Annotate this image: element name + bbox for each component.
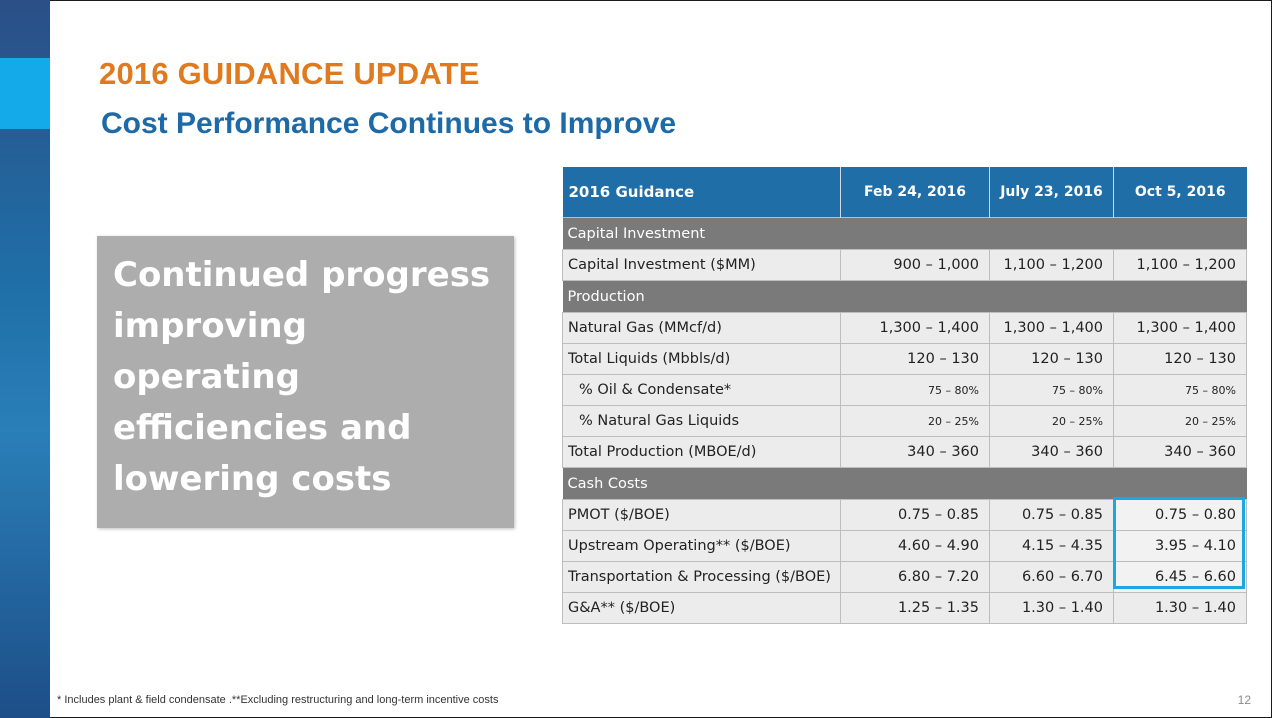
table-row: Upstream Operating** ($/BOE) 4.60 – 4.90… <box>562 530 1247 562</box>
section-label: Production <box>562 280 1247 313</box>
cell-july: 1,300 – 1,400 <box>989 312 1114 344</box>
table-row: Total Liquids (Mbbls/d) 120 – 130 120 – … <box>562 343 1247 375</box>
cell-feb: 340 – 360 <box>840 436 990 468</box>
row-label: Transportation & Processing ($/BOE) <box>562 561 841 593</box>
cell-oct-highlighted: 0.75 – 0.80 <box>1113 499 1247 531</box>
cell-oct: 1,300 – 1,400 <box>1113 312 1247 344</box>
cell-oct: 75 – 80% <box>1113 374 1247 406</box>
row-label: Total Liquids (Mbbls/d) <box>562 343 841 375</box>
cell-feb: 75 – 80% <box>840 374 990 406</box>
table-row: Total Production (MBOE/d) 340 – 360 340 … <box>562 436 1247 468</box>
header-feb: Feb 24, 2016 <box>840 167 990 218</box>
cell-feb: 0.75 – 0.85 <box>840 499 990 531</box>
cell-oct: 120 – 130 <box>1113 343 1247 375</box>
table-row: Transportation & Processing ($/BOE) 6.80… <box>562 561 1247 593</box>
row-label: % Oil & Condensate* <box>562 374 841 406</box>
table-row: PMOT ($/BOE) 0.75 – 0.85 0.75 – 0.85 0.7… <box>562 499 1247 531</box>
table-row: Capital Investment ($MM) 900 – 1,000 1,1… <box>562 249 1247 281</box>
header-guidance: 2016 Guidance <box>562 167 841 218</box>
cell-oct: 340 – 360 <box>1113 436 1247 468</box>
cell-feb: 900 – 1,000 <box>840 249 990 281</box>
cell-july: 0.75 – 0.85 <box>989 499 1114 531</box>
cell-feb: 4.60 – 4.90 <box>840 530 990 562</box>
cell-oct: 20 – 25% <box>1113 405 1247 437</box>
row-label: PMOT ($/BOE) <box>562 499 841 531</box>
section-row: Cash Costs <box>562 467 1247 500</box>
slide-title: 2016 GUIDANCE UPDATE <box>99 56 480 91</box>
slide-subtitle: Cost Performance Continues to Improve <box>101 107 677 140</box>
table-row: Natural Gas (MMcf/d) 1,300 – 1,400 1,300… <box>562 312 1247 344</box>
cell-oct: 1,100 – 1,200 <box>1113 249 1247 281</box>
row-label: Total Production (MBOE/d) <box>562 436 841 468</box>
row-label: G&A** ($/BOE) <box>562 592 841 624</box>
page-number: 12 <box>1237 693 1251 707</box>
cell-feb: 1,300 – 1,400 <box>840 312 990 344</box>
cell-july: 75 – 80% <box>989 374 1114 406</box>
cell-oct-highlighted: 3.95 – 4.10 <box>1113 530 1247 562</box>
cell-oct: 1.30 – 1.40 <box>1113 592 1247 624</box>
cell-feb: 1.25 – 1.35 <box>840 592 990 624</box>
row-label: % Natural Gas Liquids <box>562 405 841 437</box>
row-label: Capital Investment ($MM) <box>562 249 841 281</box>
cell-july: 1,100 – 1,200 <box>989 249 1114 281</box>
cell-july: 1.30 – 1.40 <box>989 592 1114 624</box>
cell-feb: 20 – 25% <box>840 405 990 437</box>
cell-july: 6.60 – 6.70 <box>989 561 1114 593</box>
cell-july: 340 – 360 <box>989 436 1114 468</box>
row-label: Natural Gas (MMcf/d) <box>562 312 841 344</box>
table-row: G&A** ($/BOE) 1.25 – 1.35 1.30 – 1.40 1.… <box>562 592 1247 624</box>
table-header-row: 2016 Guidance Feb 24, 2016 July 23, 2016… <box>562 167 1247 218</box>
row-label: Upstream Operating** ($/BOE) <box>562 530 841 562</box>
side-accent <box>0 58 50 129</box>
callout-box: Continued progress improving operating e… <box>97 236 514 528</box>
cell-feb: 120 – 130 <box>840 343 990 375</box>
cell-feb: 6.80 – 7.20 <box>840 561 990 593</box>
header-july: July 23, 2016 <box>989 167 1114 218</box>
cell-oct-highlighted: 6.45 – 6.60 <box>1113 561 1247 593</box>
callout-text: Continued progress improving operating e… <box>113 255 491 499</box>
header-oct: Oct 5, 2016 <box>1113 167 1247 218</box>
footnote: * Includes plant & field condensate .**E… <box>57 694 499 706</box>
section-label: Capital Investment <box>562 217 1247 250</box>
section-row: Capital Investment <box>562 217 1247 250</box>
cell-july: 4.15 – 4.35 <box>989 530 1114 562</box>
section-label: Cash Costs <box>562 467 1247 500</box>
table-row: % Oil & Condensate* 75 – 80% 75 – 80% 75… <box>562 374 1247 406</box>
section-row: Production <box>562 280 1247 313</box>
cell-july: 120 – 130 <box>989 343 1114 375</box>
table-row: % Natural Gas Liquids 20 – 25% 20 – 25% … <box>562 405 1247 437</box>
cell-july: 20 – 25% <box>989 405 1114 437</box>
guidance-table: 2016 Guidance Feb 24, 2016 July 23, 2016… <box>562 167 1247 624</box>
